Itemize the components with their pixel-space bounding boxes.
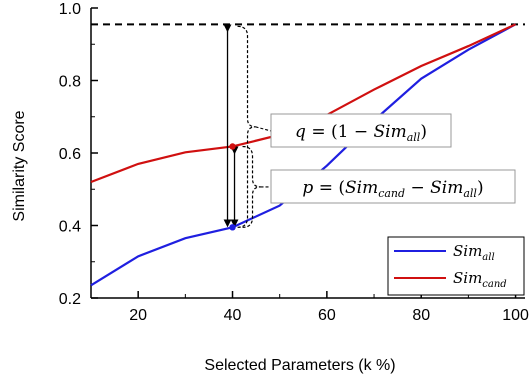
y-tick-label: 0.2 [59, 291, 81, 308]
y-axis-title: Similarity Score [11, 110, 28, 221]
x-ticks: 20 40 60 80 100 [90, 291, 529, 324]
annotation-q-label: q = (1 − Simall) [295, 122, 427, 144]
series-line-sim-cand [90, 23, 517, 184]
legend: Simall Simcand [387, 236, 525, 296]
annotation-q-box: q = (1 − Simall) [270, 113, 452, 148]
annotation-p-box: p = (Simcand − Simall) [270, 169, 516, 204]
annotation-p-label: p = (Simcand − Simall) [302, 178, 483, 200]
brace-q [237, 25, 256, 228]
x-tick-label: 80 [412, 307, 430, 324]
x-tick-label: 40 [224, 307, 242, 324]
annotation-layer [223, 24, 272, 231]
y-tick-label: 1.0 [59, 1, 81, 18]
x-tick-label: 60 [318, 307, 336, 324]
brace-q-leader [255, 126, 272, 132]
point-all-40 [229, 224, 236, 231]
y-tick-label: 0.4 [59, 219, 81, 236]
x-axis-title: Selected Parameters (k %) [204, 357, 395, 374]
brace-p [242, 145, 261, 228]
y-tick-label: 0.6 [59, 146, 81, 163]
y-ticks: 0.2 0.4 0.6 0.8 1.0 [59, 1, 98, 308]
x-tick-label: 100 [502, 307, 529, 324]
y-tick-label: 0.8 [59, 74, 81, 91]
point-cand-40 [229, 143, 236, 150]
x-tick-label: 20 [129, 307, 147, 324]
